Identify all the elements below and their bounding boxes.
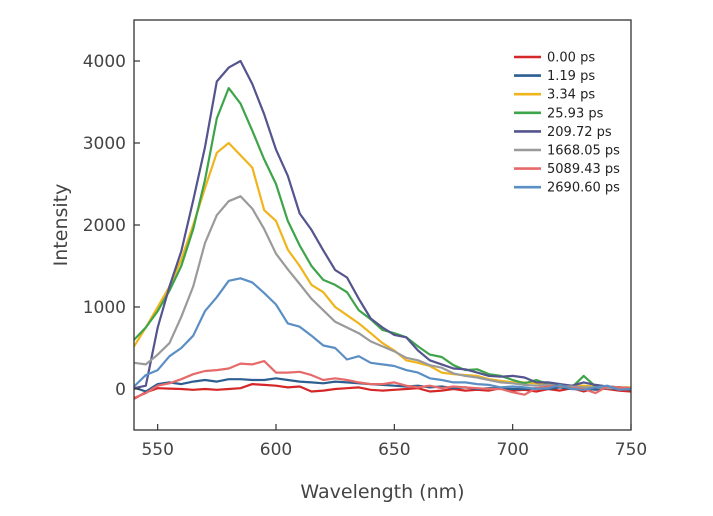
x-tick-label: 700 bbox=[496, 440, 528, 460]
legend-label: 2690.60 ps bbox=[547, 181, 620, 196]
series-line-7 bbox=[134, 360, 631, 400]
x-axis: 550 600 650 700 750 bbox=[141, 424, 647, 460]
legend: 0.00 ps 1.19 ps 3.34 ps 25.93 ps 209.72 ps 16… bbox=[514, 51, 620, 196]
legend-label: 25.93 ps bbox=[547, 106, 604, 121]
y-tick-label: 1000 bbox=[83, 298, 126, 318]
series-line-8 bbox=[134, 277, 631, 391]
x-tick-label: 650 bbox=[378, 440, 410, 460]
y-tick-label: 4000 bbox=[83, 52, 126, 72]
y-axis: 0 1000 2000 3000 4000 bbox=[83, 52, 140, 400]
y-tick-label: 3000 bbox=[83, 134, 126, 154]
y-tick-label: 2000 bbox=[83, 216, 126, 236]
x-tick-label: 550 bbox=[141, 440, 173, 460]
series-line-6 bbox=[134, 195, 631, 390]
x-tick-label: 600 bbox=[260, 440, 292, 460]
legend-label: 5089.43 ps bbox=[547, 162, 620, 177]
legend-label: 3.34 ps bbox=[547, 88, 595, 103]
x-tick-label: 750 bbox=[615, 440, 647, 460]
series-line-5 bbox=[134, 59, 631, 390]
legend-label: 209.72 ps bbox=[547, 125, 612, 140]
legend-label: 1668.05 ps bbox=[547, 144, 620, 159]
series-line-3 bbox=[134, 141, 631, 389]
legend-label: 0.00 ps bbox=[547, 51, 595, 66]
y-axis-title: Intensity bbox=[50, 184, 72, 267]
series-layer bbox=[134, 59, 631, 400]
x-axis-title: Wavelength (nm) bbox=[300, 481, 464, 503]
legend-label: 1.19 ps bbox=[547, 69, 595, 84]
y-tick-label: 0 bbox=[115, 380, 126, 400]
